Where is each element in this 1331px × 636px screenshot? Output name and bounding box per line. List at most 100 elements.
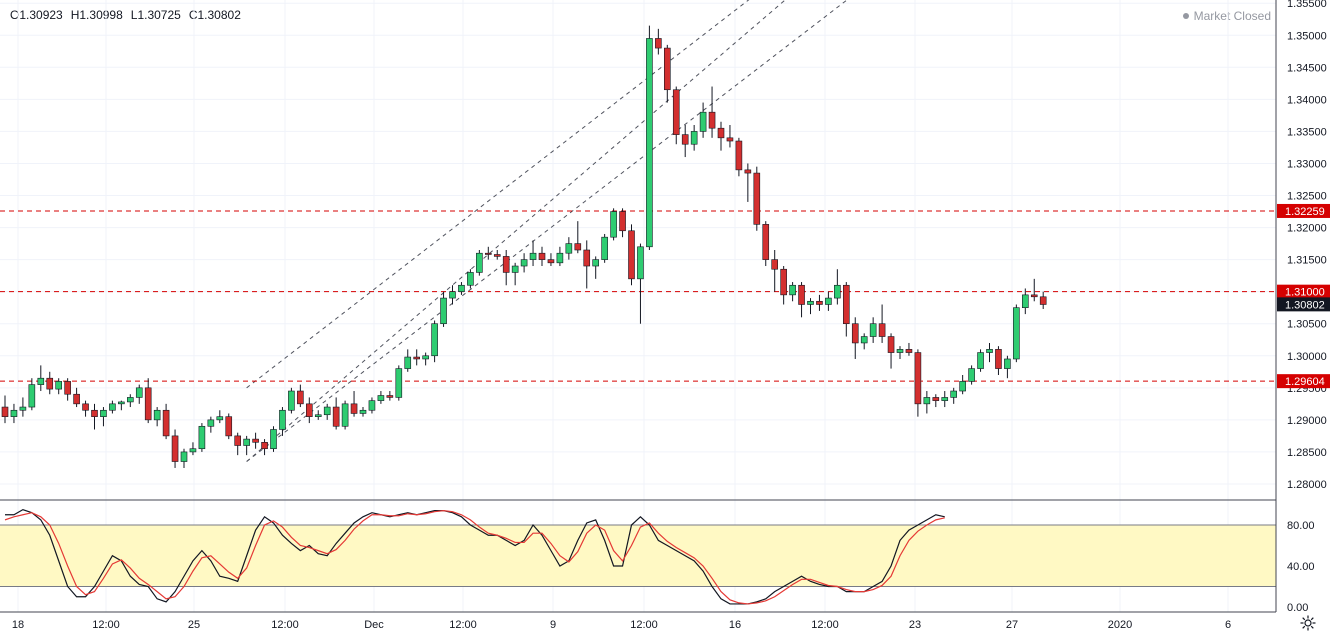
candle (413, 349, 421, 366)
price-tick-label: 1.32000 (1287, 223, 1327, 235)
candle-body (547, 259, 555, 264)
candle-body (601, 236, 608, 260)
candle (100, 407, 107, 427)
candle (771, 250, 779, 292)
candle-body (46, 377, 54, 390)
candle-body (73, 393, 80, 405)
candle-body (816, 300, 823, 305)
candle-body (314, 414, 322, 417)
time-tick-label: 23 (909, 619, 921, 631)
candle-body (341, 403, 349, 427)
candle (234, 432, 241, 456)
candle (619, 208, 626, 238)
candle (655, 28, 662, 55)
candle-body (628, 230, 635, 280)
candle-body (699, 111, 707, 132)
candle-body (252, 438, 259, 443)
candle-body (655, 38, 662, 49)
candle (610, 208, 617, 241)
candle-body (243, 438, 250, 446)
candle-body (198, 425, 206, 450)
candle (717, 121, 725, 151)
candle (762, 221, 770, 267)
candle (798, 282, 805, 318)
time-tick-label: 16 (729, 619, 741, 631)
time-tick-label: 12:00 (92, 619, 120, 631)
candle-body (923, 397, 931, 405)
candle-body (887, 336, 895, 353)
price-tick-label: 1.28500 (1287, 447, 1327, 459)
candle (19, 397, 27, 417)
candle-body (1030, 294, 1038, 298)
candle-body (1039, 296, 1047, 305)
candle (556, 246, 564, 267)
candle-body (189, 448, 197, 453)
time-tick-label: 25 (188, 619, 200, 631)
candle (977, 349, 984, 372)
candle-body (323, 406, 331, 416)
candle (189, 442, 197, 456)
candle (914, 349, 922, 417)
candle-body (1, 406, 9, 417)
candle (690, 125, 698, 151)
candle-body (288, 390, 295, 411)
candle-body (171, 435, 179, 462)
price-tag-label: 1.29604 (1285, 376, 1325, 388)
candle-body (118, 401, 125, 405)
candle-body (484, 252, 492, 255)
settings-gear-icon[interactable] (1299, 614, 1317, 632)
candle-body (207, 419, 215, 427)
candle-body (932, 397, 940, 401)
candle-body (422, 355, 429, 360)
candle-body (690, 131, 698, 145)
channel-line (246, 0, 786, 462)
candle (923, 391, 931, 414)
time-tick-label: 27 (1006, 619, 1018, 631)
candle-body (959, 381, 966, 392)
candle (1004, 355, 1011, 379)
candle-body (896, 349, 904, 353)
candle-body (511, 265, 519, 273)
candle (386, 391, 394, 401)
candle-body (807, 300, 814, 305)
candle (395, 365, 403, 401)
price-tick-label: 1.35000 (1287, 30, 1327, 42)
candle (878, 304, 886, 343)
candle (538, 246, 546, 267)
candle-body (413, 356, 421, 360)
time-tick-label: 12:00 (449, 619, 477, 631)
channel-line (246, 0, 750, 389)
market-status-label: Market Closed (1193, 9, 1271, 23)
candle-body (735, 140, 743, 171)
candle-body (180, 451, 188, 462)
candle (726, 125, 734, 148)
candle (55, 378, 63, 395)
candle-body (1013, 307, 1020, 360)
candle-body (297, 390, 304, 405)
candle-body (440, 297, 447, 325)
price-tick-label: 1.32500 (1287, 191, 1327, 203)
candle (672, 86, 680, 145)
candle-body (771, 259, 779, 270)
candle (127, 394, 134, 408)
candle (216, 410, 224, 424)
open-value: O1.30923 (10, 8, 63, 22)
candle (449, 285, 456, 305)
candle (288, 387, 295, 414)
stoch-tick-label: 80.00 (1287, 520, 1315, 532)
candle-body (10, 409, 18, 417)
price-tick-label: 1.33500 (1287, 126, 1327, 138)
candle (476, 250, 483, 276)
candle-body (82, 403, 89, 411)
candle (789, 282, 796, 302)
candle-body (583, 249, 591, 267)
candle-body (279, 409, 286, 430)
price-tick-label: 1.34500 (1287, 62, 1327, 74)
candle (1039, 291, 1047, 309)
candle-body (449, 291, 456, 299)
candle (565, 237, 573, 260)
candle (458, 282, 465, 295)
candle (753, 166, 761, 231)
price-tick-label: 1.30500 (1287, 319, 1327, 331)
